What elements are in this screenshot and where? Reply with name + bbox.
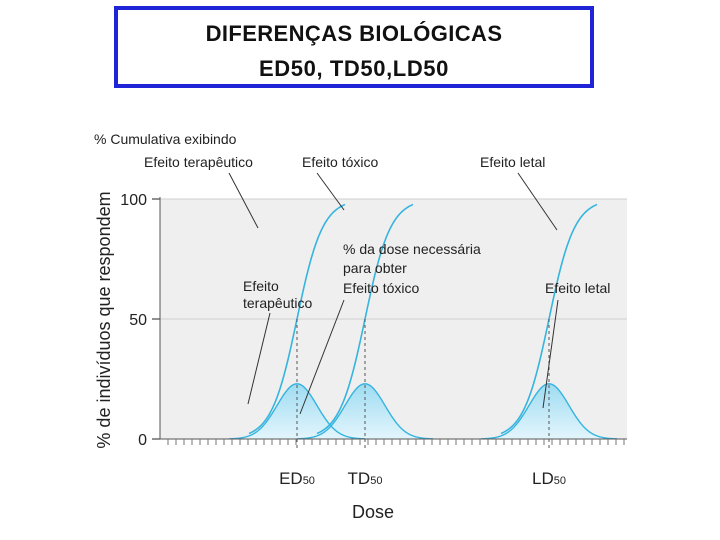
x-axis-label: Dose: [352, 502, 394, 522]
annotation-dist-therapeutic-line2: terapêutico: [243, 295, 312, 311]
leader-dist-lethal: [542, 299, 559, 409]
annotation-cum-toxic: Efeito tóxico: [302, 154, 378, 170]
leader-cum-lethal: [517, 172, 558, 231]
annotation-dist-toxic-line1: % da dose necessária: [343, 241, 481, 257]
y-tick-label-50: 50: [129, 312, 147, 329]
slide-title-line-2: ED50, TD50,LD50: [259, 56, 449, 81]
annotation-dist-lethal: Efeito letal: [545, 280, 610, 296]
annotation-dist-therapeutic-line1: Efeito: [243, 278, 279, 294]
y-axis-label: % de indivíduos que respondem: [94, 191, 114, 448]
leader-dist-therapeutic: [247, 312, 271, 405]
chart-title: % Cumulativa exibindo: [94, 131, 237, 147]
slide-title-box: DIFERENÇAS BIOLÓGICAS ED50, TD50,LD50: [114, 6, 594, 88]
x-tick-label-ld: LD50: [532, 469, 566, 488]
distribution-curve-efeito-letal: [480, 383, 618, 440]
leader-dist-toxic: [299, 299, 345, 415]
distribution-curve-efeito-toxico: [296, 383, 434, 440]
x-tick-label-ed: ED50: [279, 469, 315, 488]
annotation-dist-toxic-line2: para obter: [343, 260, 407, 276]
slide-title-line-1: DIFERENÇAS BIOLÓGICAS: [205, 21, 503, 46]
y-tick-label-100: 100: [120, 192, 147, 209]
leader-cum-therapeutic: [228, 172, 259, 229]
annotation-cum-lethal: Efeito letal: [480, 154, 545, 170]
annotation-dist-toxic-line3: Efeito tóxico: [343, 280, 419, 296]
y-tick-label-0: 0: [138, 432, 147, 449]
x-tick-label-td: TD50: [348, 469, 383, 488]
annotation-cum-therapeutic: Efeito terapêutico: [144, 154, 253, 170]
distribution-curve-efeito-terapeutico: [228, 383, 366, 440]
leader-cum-toxic: [316, 172, 345, 211]
